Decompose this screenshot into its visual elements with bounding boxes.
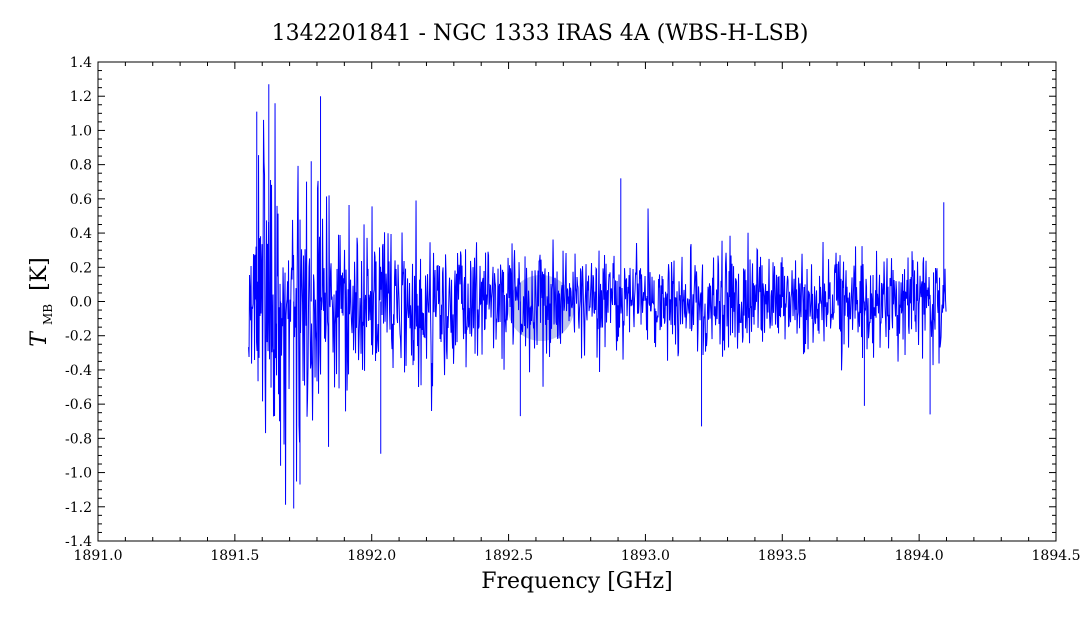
- y-axis-label-subscript: MB: [41, 304, 55, 325]
- y-tick-label: 0.0: [70, 295, 92, 311]
- y-tick-label: 1.4: [70, 55, 92, 71]
- svg-text:T MB [K]: T MB [K]: [27, 257, 58, 346]
- y-tick-label: -0.6: [65, 397, 92, 413]
- x-tick-label: 1893.0: [621, 548, 670, 564]
- x-tick-label: 1892.0: [347, 548, 396, 564]
- y-tick-label: 1.0: [70, 123, 92, 139]
- y-axis-ticks: -1.4 -1.2 -1.0 -0.8 -0.6 -0.4 -0.2 0.0 0.2 0.4 0.6…: [65, 55, 1056, 550]
- x-tick-label: 1892.5: [484, 548, 533, 564]
- y-tick-label: -1.4: [65, 534, 92, 550]
- y-axis-label: T MB [K]: [27, 257, 58, 346]
- x-tick-label: 1894.0: [895, 548, 944, 564]
- y-tick-label: 0.8: [70, 158, 92, 174]
- peak-marks: [256, 84, 945, 509]
- y-axis-label-symbol: T: [27, 330, 52, 347]
- y-axis-label-unit: [K]: [27, 257, 52, 291]
- x-tick-label: 1891.5: [210, 548, 259, 564]
- x-tick-label: 1894.5: [1032, 548, 1080, 564]
- y-tick-label: 0.2: [70, 260, 92, 276]
- x-axis-label: Frequency [GHz]: [481, 569, 673, 594]
- series-line: [248, 103, 947, 505]
- y-tick-label: -1.0: [65, 466, 92, 482]
- x-tick-label: 1891.0: [74, 548, 123, 564]
- x-tick-label: 1893.5: [758, 548, 807, 564]
- y-tick-label: -0.8: [65, 431, 92, 447]
- y-tick-label: -0.4: [65, 363, 92, 379]
- x-axis-ticks: 1891.0 1891.5 1892.0 1892.5 1893.0 1893.5 1894…: [74, 62, 1080, 564]
- y-tick-label: 0.4: [70, 226, 92, 242]
- y-tick-label: -1.2: [65, 500, 92, 516]
- plot-area: [248, 84, 947, 509]
- y-tick-label: 0.6: [70, 192, 92, 208]
- y-tick-label: 1.2: [70, 89, 92, 105]
- chart-title: 1342201841 - NGC 1333 IRAS 4A (WBS-H-LSB…: [272, 21, 809, 46]
- y-tick-label: -0.2: [65, 329, 92, 345]
